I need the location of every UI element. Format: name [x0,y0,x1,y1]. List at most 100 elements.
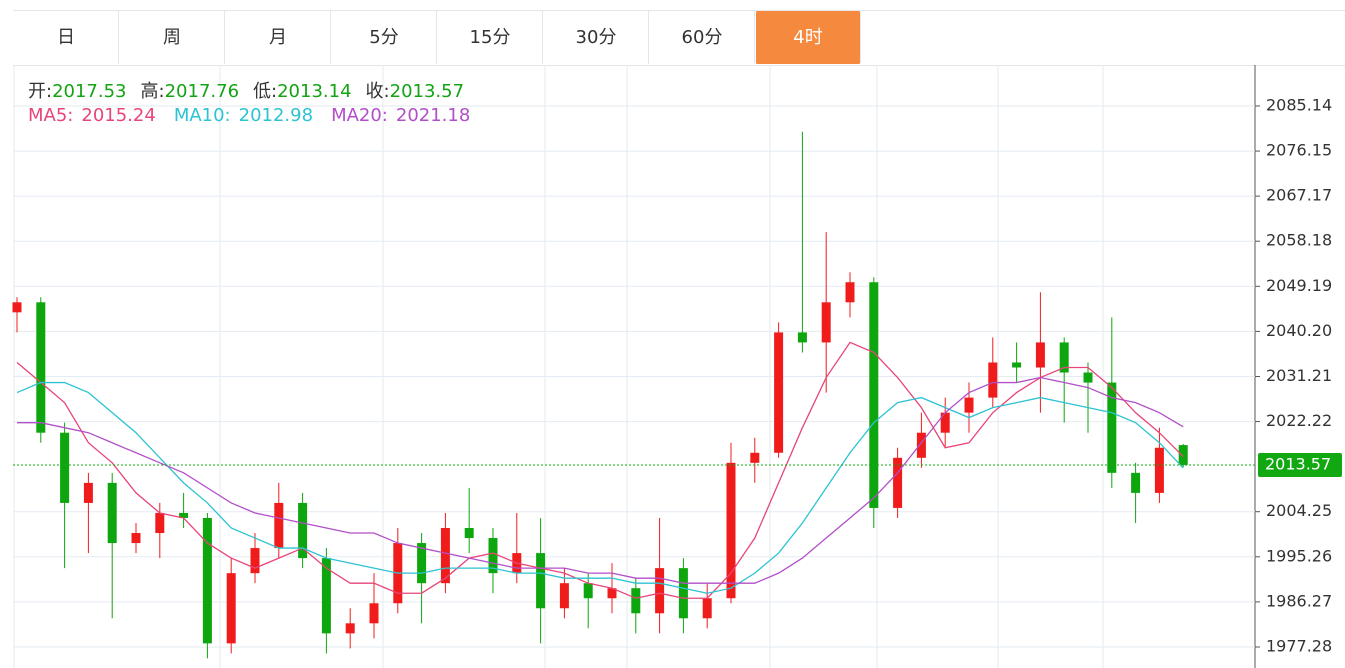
legend-item: MA5: 2015.24 [28,105,156,126]
candle-body [916,432,926,458]
candle-body [774,332,784,453]
candle-body [988,362,998,398]
ma-line [16,341,1184,599]
candle-body [655,568,665,614]
info-item: 低:2013.14 [253,81,352,102]
candle-body [726,462,736,599]
candle-body [83,482,93,503]
y-tick-label: 2004.25 [1266,501,1332,520]
y-tick-label: 1995.26 [1266,546,1332,565]
candle-body [298,502,308,559]
legend-name: MA20: [331,105,388,126]
candle-body [940,412,950,433]
y-tick-label: 1977.28 [1266,636,1332,655]
legend-value: 2012.98 [238,105,314,126]
candle-body [107,482,117,544]
ohlc-info: 开:2017.53 高:2017.76 低:2013.14 收:2013.57 [28,77,478,103]
candle-body [893,457,903,508]
info-value: 2013.14 [277,81,352,102]
candle-body [559,583,569,609]
candle-body [750,452,760,463]
info-item: 收:2013.57 [366,81,465,102]
candle-body [1035,342,1045,368]
y-tick-label: 2040.20 [1266,321,1332,340]
legend-value: 2021.18 [395,105,471,126]
candle-body [179,512,189,518]
candle-body [12,302,22,313]
y-tick-label: 2067.17 [1266,186,1332,205]
candle-body [1131,472,1141,493]
candle-body [464,528,474,539]
candle-body [1178,445,1188,465]
info-label: 高: [140,81,165,102]
info-item: 高:2017.76 [141,81,240,102]
period-tabs: 日周月 5分 15分 30分 60分 4时 [13,10,1345,66]
candle-body [702,598,712,619]
candle-body [1154,447,1164,493]
period-tab[interactable]: 周 [119,11,225,64]
legend-item: MA10: 2012.98 [174,105,313,126]
period-tab[interactable]: 日 [13,11,119,64]
candles [12,131,1188,659]
candle-body [274,502,284,549]
y-tick-label: 2076.15 [1266,141,1332,160]
info-value: 2013.57 [389,81,465,102]
candle-body [583,583,593,599]
y-tick-label: 2049.19 [1266,276,1332,295]
candle-body [369,603,379,624]
period-tab[interactable]: 30分 [543,11,649,64]
legend-name: MA10: [173,105,231,126]
candle-body [821,302,831,343]
last-price-label: 2013.57 [1265,454,1331,473]
period-tab[interactable]: 60分 [649,11,755,64]
legend-name: MA5: [28,105,74,126]
info-value: 2017.76 [164,81,240,102]
ma-line [17,376,1184,584]
legend-value: 2015.24 [81,105,156,126]
ma-line [16,381,1184,594]
candle-body [250,548,260,574]
legend-item: MA20: 2021.18 [331,105,470,126]
period-tab[interactable]: 15分 [437,11,543,64]
candle-body [678,568,688,619]
candle-body [321,558,331,634]
candle-body [845,282,855,303]
candle-body [440,528,450,584]
candle-body [631,588,641,614]
candle-body [964,397,974,413]
info-label: 低: [253,81,278,102]
info-label: 开: [28,81,53,102]
y-tick-label: 2031.21 [1266,366,1332,385]
candle-body [1059,342,1069,373]
period-tab[interactable]: 5分 [331,11,437,64]
y-tick-label: 2022.22 [1266,411,1332,430]
y-tick-label: 2085.14 [1266,95,1332,114]
candle-body [202,517,212,644]
candle-body [869,282,879,508]
candle-body [536,553,546,609]
candle-body [226,573,236,644]
ma-info: MA5: 2015.24 MA10: 2012.98 MA20: 2021.18 [28,105,488,126]
candle-body [417,543,427,584]
y-tick-label: 2058.18 [1266,231,1332,250]
candle-body [36,302,46,433]
candle-body [1083,372,1093,383]
info-item: 开:2017.53 [28,81,127,102]
info-label: 收: [365,81,390,102]
candle-body [60,432,70,503]
y-tick-label: 1986.27 [1266,591,1332,610]
candle-body [345,623,355,634]
candle-body [488,538,498,574]
candle-body [797,332,807,343]
last-price-box [1258,452,1342,477]
period-tab[interactable]: 4时 [755,11,861,64]
candle-body [1012,362,1022,368]
candle-body [1107,382,1117,473]
candle-body [131,533,141,544]
period-tab[interactable]: 月 [225,11,331,64]
candle-body [155,512,165,534]
info-value: 2017.53 [52,81,127,102]
candle-body [607,588,617,599]
